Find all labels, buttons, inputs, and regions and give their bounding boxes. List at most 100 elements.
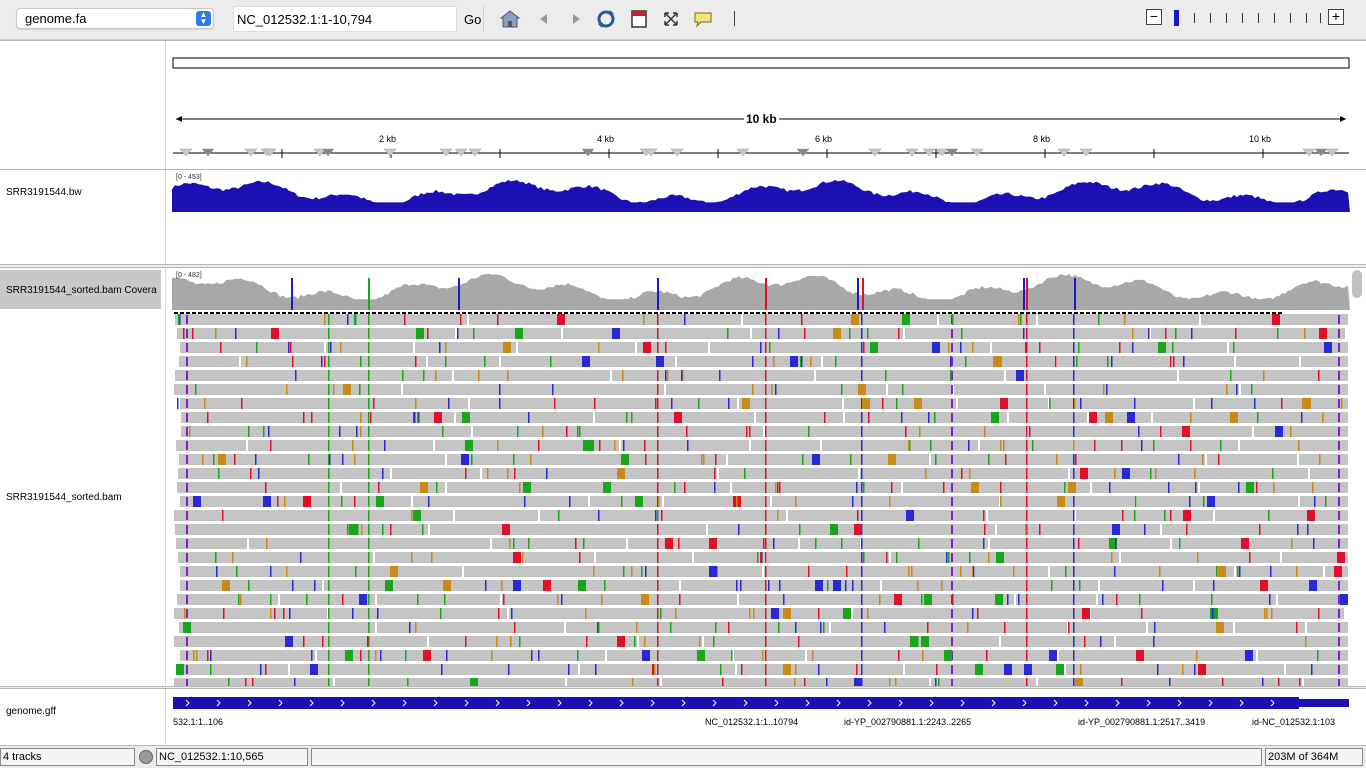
insertion-marker [951, 371, 953, 380]
refresh-icon[interactable] [595, 8, 617, 30]
read-mismatch [861, 664, 863, 675]
alignment-scrollbar-thumb[interactable] [1352, 270, 1362, 298]
read-mismatch [918, 538, 920, 549]
read [743, 314, 937, 325]
resize-to-window-icon[interactable] [660, 8, 682, 30]
read [1069, 622, 1146, 633]
read-mismatch [861, 650, 863, 661]
read-mismatch [960, 342, 962, 353]
read-mismatch [286, 384, 288, 395]
read-mismatch [202, 454, 204, 465]
coverage-track-name[interactable]: SRR3191544_sorted.bam Covera [6, 285, 157, 296]
read-mismatch [736, 580, 738, 591]
zoom-in-button[interactable]: + [1328, 9, 1344, 25]
read [1028, 426, 1252, 437]
read-mismatch [542, 426, 544, 437]
read-mismatch [1073, 608, 1075, 619]
gff-track-name[interactable]: genome.gff [6, 706, 56, 717]
read-deletion-block [993, 356, 1001, 367]
insertion-marker [951, 441, 953, 450]
read-mismatch [360, 412, 362, 423]
zoom-current-marker[interactable] [1174, 10, 1179, 26]
read-mismatch [586, 636, 588, 647]
read-mismatch [671, 398, 673, 409]
alignment-track-name[interactable]: SRR3191544_sorted.bam [6, 492, 122, 503]
read-mismatch [499, 398, 501, 409]
ruler-area[interactable]: 10 kb 2 kb 4 kb 6 kb 8 kb 10 kb [172, 41, 1350, 169]
read-strand-marker [1050, 312, 1054, 314]
bigwig-track-area[interactable]: [0 - 453] [172, 170, 1350, 264]
read [1001, 496, 1135, 507]
read-strand-marker [1170, 312, 1174, 314]
read-mismatch [1311, 664, 1313, 675]
zoom-level-tick[interactable] [1226, 13, 1227, 23]
zoom-level-tick[interactable] [1274, 13, 1275, 23]
zoom-level-tick[interactable] [1210, 13, 1211, 23]
popup-text-icon[interactable] [692, 8, 714, 30]
read-mismatch [1212, 608, 1214, 619]
read-mismatch [643, 314, 645, 325]
read-strand-marker [1002, 312, 1006, 314]
read-strand-marker [360, 312, 364, 314]
insertion-marker [951, 483, 953, 492]
read-strand-marker [420, 312, 424, 314]
read-mismatch [861, 412, 863, 423]
strand-chevron-icon [495, 699, 500, 707]
read-mismatch [765, 636, 767, 647]
read-mismatch [328, 370, 330, 381]
read-strand-marker [408, 312, 412, 314]
read-mismatch [184, 608, 186, 619]
back-arrow-icon[interactable] [533, 8, 555, 30]
genome-dropdown[interactable]: genome.fa ▲ ▼ [16, 8, 214, 29]
read [888, 384, 952, 395]
zoom-level-tick[interactable] [1258, 13, 1259, 23]
read-strand-marker [942, 312, 946, 314]
read [844, 398, 956, 409]
alignment-track-area[interactable]: [0 - 482] [172, 268, 1350, 686]
strand-chevron-icon [402, 699, 407, 707]
forward-arrow-icon[interactable] [565, 8, 587, 30]
read-deletion-block [771, 608, 779, 619]
read-strand-marker [924, 312, 928, 314]
read-mismatch [248, 426, 250, 437]
zoom-level-tick[interactable] [1306, 13, 1307, 23]
read-deletion-block [218, 454, 226, 465]
read [377, 622, 564, 633]
read-mismatch [507, 468, 509, 479]
zoom-out-button[interactable]: − [1146, 9, 1162, 25]
zoom-level-tick[interactable] [1290, 13, 1291, 23]
read [177, 664, 288, 675]
strand-chevron-icon [185, 699, 190, 707]
go-button[interactable]: Go [460, 6, 484, 32]
read-strand-marker [606, 312, 610, 314]
read [175, 314, 467, 325]
read-strand-marker [312, 312, 316, 314]
read-strand-marker [282, 312, 286, 314]
insertion-marker [1338, 637, 1340, 646]
read-mismatch [1026, 314, 1028, 325]
zoom-level-tick[interactable] [1242, 13, 1243, 23]
bigwig-track-name[interactable]: SRR3191544.bw [6, 187, 82, 198]
chromosome-ideogram [172, 57, 1350, 69]
read-mismatch [684, 482, 686, 493]
read [317, 650, 605, 661]
read-strand-marker [180, 312, 184, 314]
zoom-level-tick[interactable] [1320, 13, 1321, 23]
sequence-marker-icon [736, 148, 750, 157]
roi-icon[interactable] [628, 8, 650, 30]
gff-track-area[interactable]: 532.1:1..106 NC_012532.1:1..10794 id-YP_… [172, 689, 1350, 745]
home-icon[interactable] [499, 8, 521, 30]
read-mismatch [238, 594, 240, 605]
read-mismatch [368, 622, 370, 633]
zoom-level-tick[interactable] [1194, 13, 1195, 23]
read-deletion-block [1004, 664, 1012, 675]
read-strand-marker [1110, 312, 1114, 314]
insertion-marker [186, 413, 188, 422]
insertion-marker [951, 665, 953, 674]
read-mismatch [1026, 328, 1028, 339]
read-mismatch [909, 440, 911, 451]
read-mismatch [235, 328, 237, 339]
read-mismatch [255, 454, 257, 465]
locus-search-input[interactable] [233, 6, 457, 32]
read-mismatch [1100, 636, 1102, 647]
